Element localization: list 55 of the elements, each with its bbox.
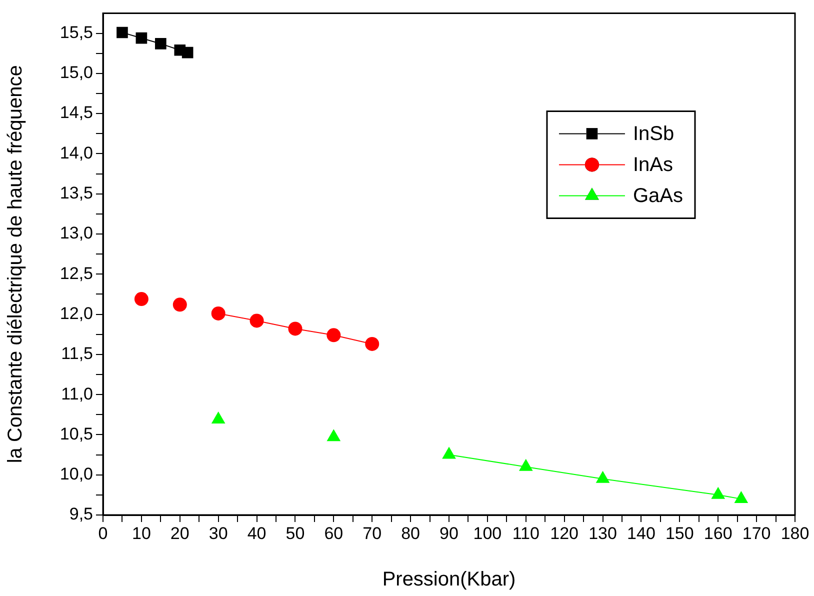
y-tick-label: 14,0 — [60, 143, 93, 162]
y-tick-label: 15,0 — [60, 63, 93, 82]
x-tick-label: 60 — [324, 524, 344, 543]
point — [711, 486, 726, 499]
point — [182, 46, 194, 58]
point — [326, 429, 341, 442]
x-tick-label: 120 — [550, 524, 579, 543]
point — [116, 26, 128, 38]
point — [442, 446, 456, 459]
point — [326, 328, 341, 342]
y-tick-label: 15,5 — [60, 22, 93, 42]
y-tick-label: 10,0 — [60, 464, 93, 484]
x-tick-label: 40 — [247, 524, 266, 543]
legend-label: GaAs — [632, 185, 684, 208]
point — [211, 411, 226, 424]
x-tick-label: 100 — [473, 524, 502, 543]
point — [365, 336, 380, 351]
point — [211, 306, 226, 320]
x-tick-label: 140 — [627, 524, 656, 543]
y-tick-label: 11,5 — [61, 344, 93, 364]
x-tick-label: 70 — [362, 524, 382, 543]
x-tick-label: 50 — [286, 524, 305, 543]
point — [134, 292, 148, 306]
x-tick-label: 30 — [208, 524, 228, 543]
x-tick-label: 10 — [132, 524, 151, 543]
x-tick-label: 150 — [665, 524, 694, 543]
y-tick-label: 12,5 — [60, 264, 93, 283]
point — [155, 38, 166, 50]
x-tick-label: 110 — [512, 524, 540, 543]
y-axis-title: la Constante diélectrique de haute fréquence — [4, 65, 27, 464]
point — [734, 490, 748, 503]
point — [250, 314, 264, 328]
x-tick-label: 80 — [401, 524, 420, 543]
x-tick-label: 90 — [440, 524, 458, 543]
x-axis-title: Pression(Kbar) — [382, 568, 516, 591]
y-tick-label: 14,5 — [60, 103, 93, 122]
point — [136, 32, 148, 44]
x-tick-label: 20 — [170, 524, 190, 543]
x-tick-label: 180 — [780, 524, 810, 543]
point — [596, 470, 610, 483]
x-tick-label: 170 — [742, 524, 771, 543]
x-tick-label: 160 — [704, 524, 732, 543]
y-tick-label: 12,0 — [60, 304, 93, 323]
point — [288, 322, 302, 336]
y-tick-label: 9,5 — [69, 504, 93, 524]
legend-label: InSb — [632, 123, 674, 146]
x-tick-label: 130 — [588, 524, 617, 543]
y-tick-label: 10,5 — [60, 424, 93, 444]
x-tick-label: 0 — [98, 524, 108, 543]
legend-label: InAs — [632, 154, 674, 176]
y-tick-label: 13,0 — [60, 224, 93, 243]
y-tick-label: 11,0 — [61, 384, 93, 404]
point — [518, 458, 533, 471]
y-tick-label: 13,5 — [60, 184, 93, 203]
point — [172, 298, 187, 312]
